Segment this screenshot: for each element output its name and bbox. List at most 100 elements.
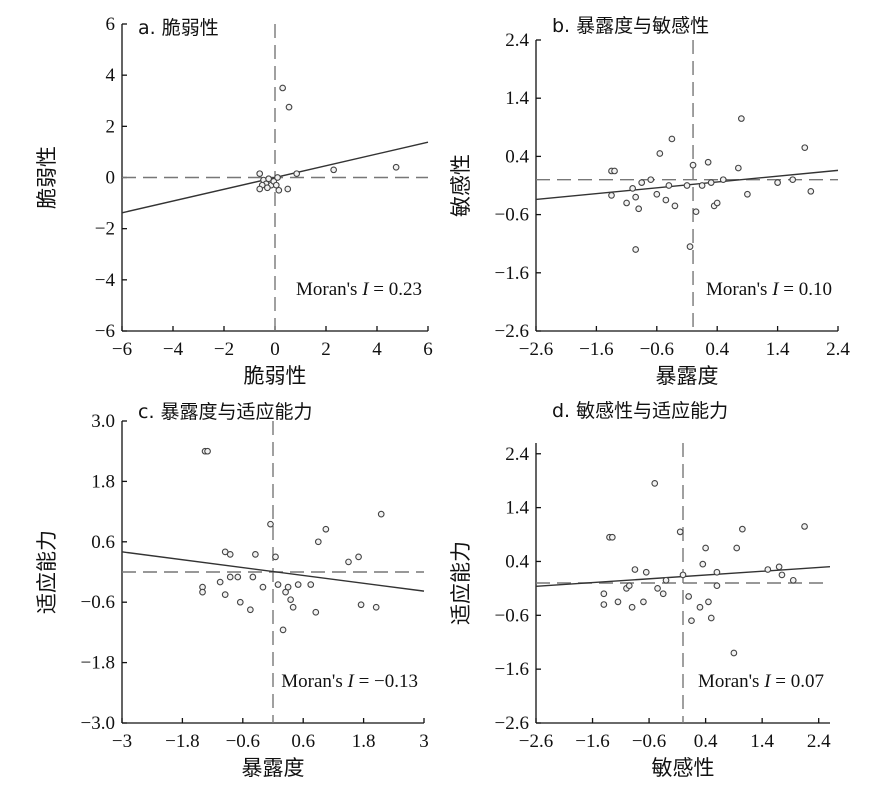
data-point [625,582,633,590]
data-point [651,480,659,487]
data-point [226,573,234,581]
x-axis-label: 敏感性 [652,756,715,780]
regression-line [121,551,425,592]
x-tick-label: −0.6 [226,731,260,752]
panel-title: c. 暴露度与适应能力 [138,401,313,423]
data-point [631,566,639,573]
data-point [775,563,783,571]
data-point [739,525,746,533]
data-point [689,161,697,169]
data-point [285,103,293,111]
y-tick-label: 1.4 [505,498,529,519]
data-point [683,182,691,189]
y-tick-label: −2 [95,219,115,240]
y-axis-label: 适应能力 [449,541,473,625]
morans-i-annotation: Moran's I = −0.13 [281,671,418,692]
data-point [345,558,352,566]
y-tick-label: −0.6 [495,605,529,626]
y-tick-label: 2 [106,116,116,137]
panel-d-sensitivity-adaptive-capacity: −2.6 −1.6 −0.6 0.4 1.4 2.4 −2.6 −1.6 −0.6 0.4 1.4 2… [449,400,831,780]
data-point [330,166,338,174]
morans-i-symbol: I [346,671,355,692]
data-point [372,603,380,611]
y-tick-label: −1.6 [495,263,529,284]
x-tick-label: −2.6 [519,731,553,752]
x-tick-label: −2.6 [519,339,553,360]
data-point [294,581,302,588]
x-tick-label: −3 [112,731,132,752]
data-point [713,582,721,590]
x-tick-label: 1.8 [352,731,376,752]
data-point [611,167,618,175]
data-point [236,598,244,606]
data-point [608,192,615,199]
x-tick-label: 0.4 [705,339,729,360]
x-tick-label: −1.6 [575,731,609,752]
data-point [702,544,709,552]
panel-title: b. 暴露度与敏感性 [552,15,709,37]
data-point [226,551,234,558]
data-point [221,548,229,556]
data-point [632,246,640,253]
data-point [778,571,786,579]
data-point [807,187,815,195]
data-point [801,523,808,530]
data-point [640,598,647,606]
data-point [221,591,229,599]
data-point [279,84,287,92]
data-point [719,176,727,184]
morans-i-symbol: I [763,671,772,692]
morans-i-value: = 0.23 [369,279,422,300]
data-point [801,144,809,152]
data-point [698,182,706,189]
data-point [614,598,622,606]
data-point [307,581,315,588]
y-tick-label: −3.0 [81,713,115,734]
data-point [679,571,687,579]
data-point [744,190,751,198]
x-tick-label: 2.4 [826,339,850,360]
x-tick-label: −4 [163,339,184,360]
data-point [662,576,670,584]
data-point [287,596,294,604]
y-tick-label: −1.8 [81,653,115,674]
data-point [600,601,608,608]
data-point [642,568,650,576]
data-point [284,583,292,591]
y-tick-label: 1.4 [505,88,529,109]
morans-i-annotation: Moran's I = 0.23 [296,279,422,300]
data-point [234,573,242,581]
x-tick-label: −6 [112,339,132,360]
x-tick-label: 0.6 [291,731,315,752]
data-point [705,598,712,606]
data-point [264,184,271,192]
data-point [635,205,643,213]
data-point [704,158,712,166]
morans-label: Moran's [698,671,764,692]
morans-label: Moran's [706,279,772,300]
data-point [204,447,211,455]
data-point [608,533,616,541]
morans-i-symbol: I [771,279,780,300]
y-tick-label: 0.6 [91,532,115,553]
data-point [789,576,797,584]
x-axis-label: 暴露度 [242,756,305,780]
y-tick-label: 3.0 [91,411,115,432]
data-point [392,163,400,171]
x-axis-label: 脆弱性 [244,364,307,388]
data-point [774,179,781,186]
data-point [265,175,272,183]
data-point [671,202,679,210]
data-point [707,179,715,186]
data-point [600,590,608,598]
data-point [632,193,640,201]
panel-title: a. 脆弱性 [138,17,219,39]
data-point [733,544,741,552]
data-point [249,573,257,581]
data-point [638,179,646,186]
x-axis-label: 暴露度 [656,364,719,388]
y-tick-label: 0.4 [505,146,529,167]
data-point [272,553,279,561]
